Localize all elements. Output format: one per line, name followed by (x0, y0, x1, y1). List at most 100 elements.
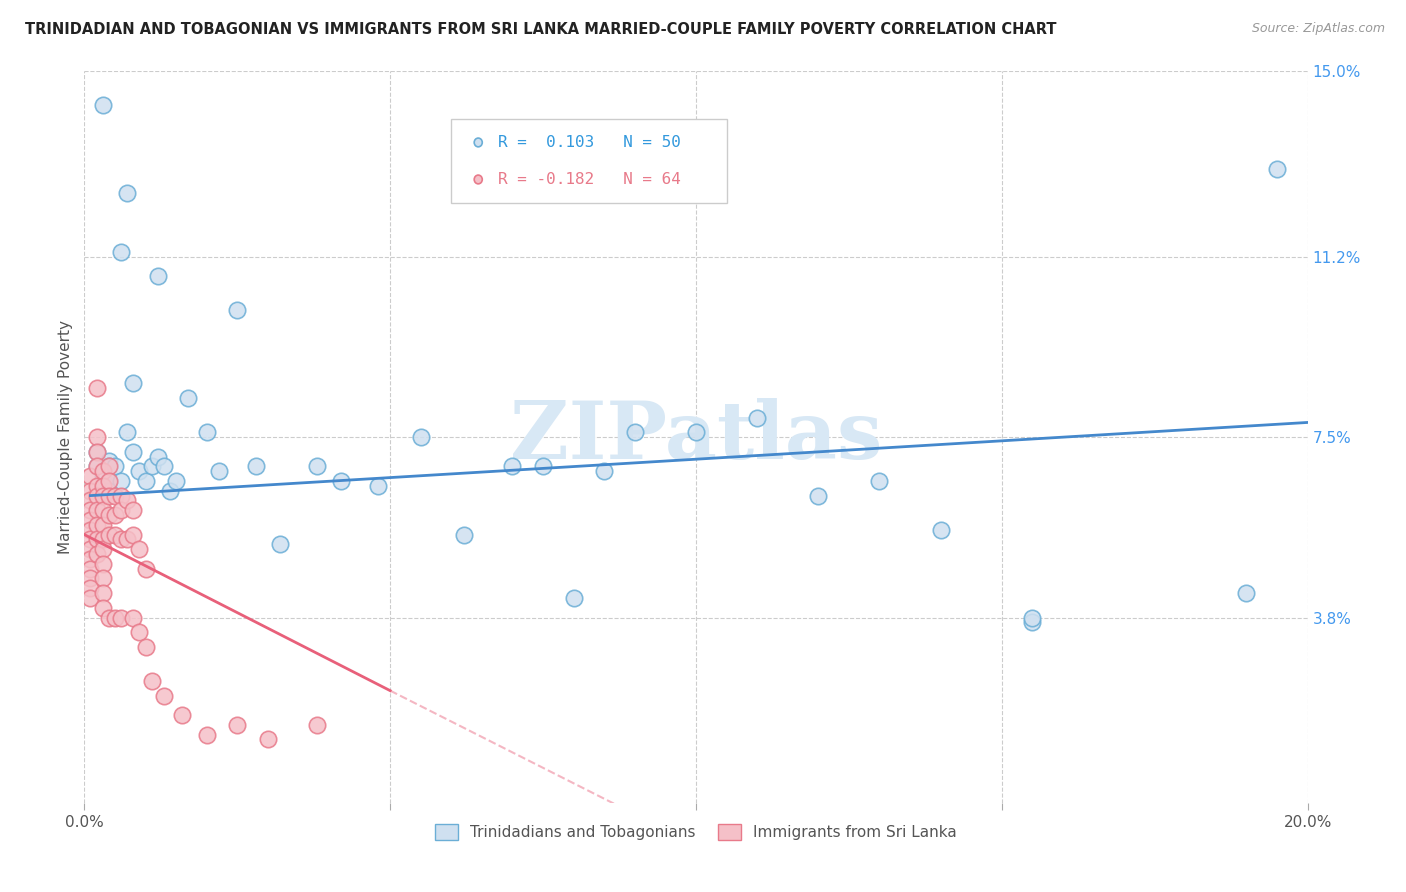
Ellipse shape (474, 175, 482, 184)
Ellipse shape (474, 138, 482, 147)
Text: R =  0.103   N = 50: R = 0.103 N = 50 (498, 135, 681, 150)
Point (128, 542, 150, 557)
Point (110, 474, 132, 488)
Point (79, 493, 101, 508)
Point (141, 459, 163, 474)
Point (1021, 615, 1043, 630)
Point (91, 557, 114, 571)
Point (122, 527, 145, 541)
Point (135, 562, 157, 576)
Point (104, 459, 127, 474)
Point (79, 591, 101, 605)
Point (97, 508, 120, 522)
Point (86, 533, 108, 547)
Text: ZIPatlas: ZIPatlas (510, 398, 882, 476)
Point (165, 474, 187, 488)
Point (135, 474, 157, 488)
Point (128, 464, 150, 478)
Point (79, 469, 101, 483)
Legend: Trinidadians and Tobagonians, Immigrants from Sri Lanka: Trinidadians and Tobagonians, Immigrants… (429, 818, 963, 847)
Point (79, 581, 101, 595)
Point (104, 527, 127, 541)
Point (257, 732, 280, 747)
Point (807, 489, 830, 503)
Point (146, 450, 169, 464)
Point (97, 483, 120, 498)
Point (79, 513, 101, 527)
Point (91, 479, 114, 493)
Point (91, 503, 114, 517)
Point (122, 610, 145, 624)
Point (135, 640, 157, 654)
Point (110, 503, 132, 517)
Point (110, 533, 132, 547)
Point (86, 459, 108, 474)
Point (86, 547, 108, 561)
Point (153, 459, 176, 474)
Point (79, 572, 101, 586)
Point (91, 517, 114, 532)
Point (97, 610, 120, 624)
Point (226, 718, 249, 732)
Point (86, 459, 108, 474)
Point (1265, 161, 1288, 176)
Point (97, 474, 120, 488)
Point (122, 503, 145, 517)
Point (104, 489, 127, 503)
Point (86, 479, 108, 493)
Point (208, 464, 231, 478)
Point (86, 430, 108, 444)
Point (91, 479, 114, 493)
Point (122, 376, 145, 391)
Point (141, 673, 163, 688)
Point (79, 503, 101, 517)
Point (245, 459, 267, 474)
Point (869, 474, 891, 488)
Point (115, 425, 138, 440)
Point (86, 444, 108, 458)
Point (747, 410, 769, 425)
Text: R = -0.182   N = 64: R = -0.182 N = 64 (498, 172, 681, 187)
Point (86, 444, 108, 458)
Point (97, 459, 120, 474)
Point (79, 552, 101, 566)
Point (172, 708, 194, 723)
Point (502, 459, 524, 474)
Point (195, 727, 218, 741)
Point (104, 508, 127, 522)
Point (110, 489, 132, 503)
Point (305, 459, 328, 474)
Point (97, 459, 120, 474)
Point (122, 444, 145, 458)
Point (91, 533, 114, 547)
Point (91, 479, 114, 493)
Text: TRINIDADIAN AND TOBAGONIAN VS IMMIGRANTS FROM SRI LANKA MARRIED-COUPLE FAMILY PO: TRINIDADIAN AND TOBAGONIAN VS IMMIGRANTS… (25, 22, 1057, 37)
Point (269, 537, 291, 551)
Point (115, 493, 138, 508)
Point (128, 625, 150, 640)
Point (86, 517, 108, 532)
Point (453, 527, 475, 541)
Point (91, 469, 114, 483)
Point (177, 391, 200, 405)
Point (562, 591, 585, 605)
Point (91, 572, 114, 586)
Point (79, 533, 101, 547)
Point (226, 303, 249, 318)
Point (86, 381, 108, 395)
Point (86, 489, 108, 503)
Point (91, 98, 114, 112)
Point (305, 718, 328, 732)
Point (409, 430, 432, 444)
Point (115, 533, 138, 547)
Point (79, 562, 101, 576)
Point (115, 186, 138, 201)
Point (91, 542, 114, 557)
Point (1021, 610, 1043, 624)
Point (97, 527, 120, 541)
Point (153, 689, 176, 703)
Point (79, 523, 101, 537)
Point (195, 425, 218, 440)
Point (685, 425, 707, 440)
Point (79, 542, 101, 557)
